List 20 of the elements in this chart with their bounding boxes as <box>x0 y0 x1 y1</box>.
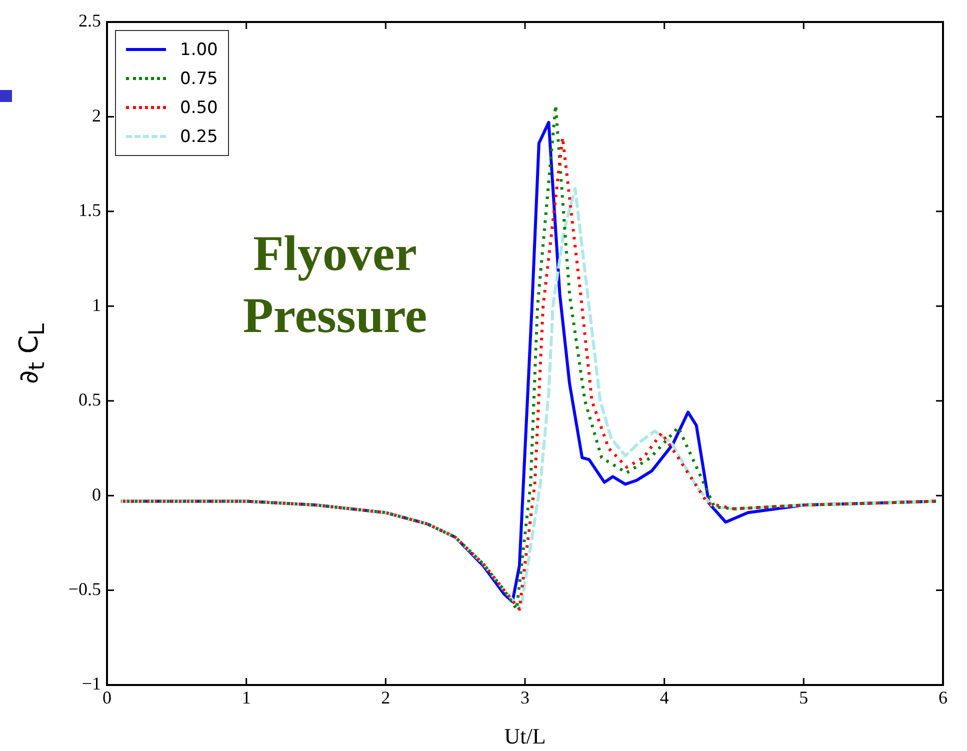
y-tick-label: 1.5 <box>78 200 101 220</box>
x-tick-label: 5 <box>799 688 808 708</box>
x-tick-label: 1 <box>242 688 251 708</box>
y-tick-label: 2.5 <box>78 10 101 31</box>
y-tick-label: 0 <box>92 484 101 504</box>
y-tick-label: 1 <box>92 294 101 315</box>
x-tick-label: 6 <box>938 688 948 708</box>
legend-label: 0.50 <box>180 98 218 118</box>
x-tick-label: 2 <box>381 688 390 708</box>
y-tick-label: −0.5 <box>68 579 101 600</box>
y-tick-label: 2 <box>92 105 101 126</box>
x-tick-label: 3 <box>520 688 530 708</box>
legend-label: 0.25 <box>180 126 218 146</box>
legend-label: 1.00 <box>180 40 218 60</box>
y-tick-label: 0.5 <box>78 390 101 410</box>
annotation: Flyover Pressure <box>242 224 428 345</box>
x-axis-title: Ut/L <box>504 724 546 749</box>
y-tick-label: −1 <box>82 674 101 694</box>
legend-label: 0.75 <box>180 68 218 88</box>
x-tick-label: 4 <box>660 688 669 708</box>
